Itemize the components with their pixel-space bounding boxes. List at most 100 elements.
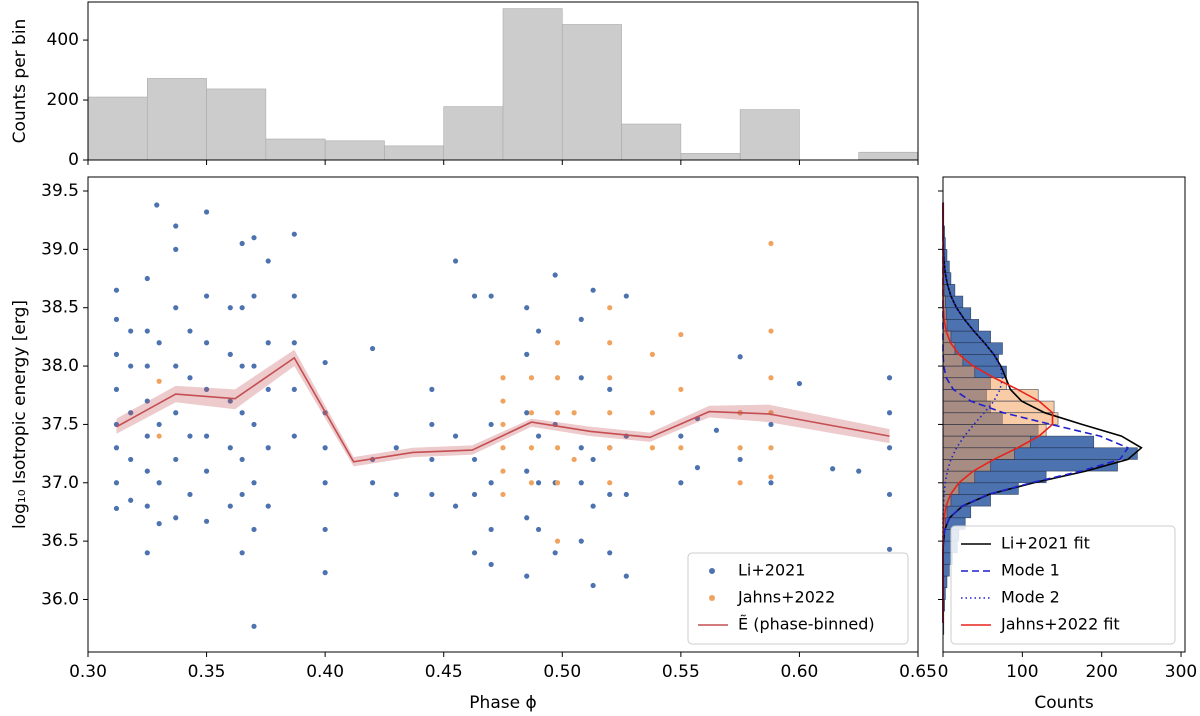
- point: [227, 351, 233, 357]
- point: [128, 328, 134, 334]
- band: [116, 349, 890, 467]
- bar: [942, 412, 1059, 425]
- legend-marker: [709, 568, 715, 574]
- axes-frame: [942, 176, 1186, 653]
- point: [607, 386, 613, 393]
- bar: [324, 140, 385, 161]
- x-tick-label: 0.35: [188, 662, 226, 682]
- point: [590, 582, 596, 589]
- bar: [942, 564, 950, 577]
- point: [113, 480, 120, 486]
- point: [144, 398, 150, 404]
- legend-label: Li+2021: [738, 561, 805, 580]
- point: [144, 468, 150, 474]
- bar: [206, 88, 267, 161]
- point: [113, 287, 120, 293]
- point: [173, 363, 179, 369]
- point: [554, 410, 561, 416]
- bar: [942, 389, 1039, 402]
- point: [524, 410, 530, 416]
- point: [128, 410, 134, 416]
- bar: [87, 96, 148, 161]
- bar: [942, 424, 1047, 437]
- point: [369, 480, 376, 486]
- point: [113, 386, 120, 393]
- point: [227, 445, 233, 451]
- point: [500, 491, 506, 498]
- point: [452, 258, 459, 264]
- y-tick-label: 39.0: [41, 239, 79, 259]
- point: [607, 410, 613, 416]
- bar: [443, 106, 504, 161]
- point: [830, 466, 836, 472]
- point: [251, 526, 257, 533]
- point: [128, 497, 134, 503]
- point: [607, 550, 613, 556]
- y-tick-label: 36.5: [41, 531, 79, 551]
- point: [590, 503, 596, 509]
- point: [291, 231, 297, 237]
- point: [552, 550, 558, 556]
- point: [239, 550, 245, 556]
- point: [113, 505, 120, 512]
- point: [578, 480, 584, 486]
- point: [173, 305, 179, 311]
- point: [203, 386, 210, 393]
- point: [578, 445, 584, 451]
- point: [737, 354, 743, 360]
- point: [322, 570, 328, 576]
- point: [737, 480, 743, 486]
- y-tick-label: 37.5: [41, 414, 79, 434]
- point: [113, 445, 120, 451]
- point: [737, 445, 743, 451]
- point: [429, 456, 435, 463]
- point: [535, 433, 542, 439]
- point: [886, 445, 893, 451]
- point: [239, 456, 245, 463]
- point: [886, 491, 893, 498]
- point: [678, 445, 684, 451]
- bar: [502, 8, 563, 161]
- point: [524, 573, 530, 579]
- point: [452, 503, 459, 509]
- x-tick-label: 0.40: [306, 662, 344, 682]
- point: [535, 526, 542, 533]
- legend-label: Jahns+2022: [737, 588, 835, 607]
- point: [452, 433, 459, 439]
- point: [173, 515, 179, 521]
- bar: [942, 365, 976, 379]
- point: [187, 491, 193, 498]
- point: [173, 456, 179, 463]
- legend-box: [687, 552, 909, 645]
- point: [156, 378, 162, 384]
- point: [156, 433, 162, 439]
- point: [607, 340, 613, 346]
- point: [113, 351, 120, 357]
- point: [265, 445, 271, 451]
- point: [291, 386, 297, 393]
- point: [291, 293, 297, 299]
- point: [607, 305, 613, 311]
- point: [239, 305, 245, 311]
- point: [156, 480, 162, 486]
- bar: [942, 400, 1055, 414]
- point: [144, 275, 150, 282]
- point: [393, 491, 399, 498]
- point: [227, 503, 233, 509]
- point: [187, 433, 193, 439]
- point: [623, 491, 629, 498]
- point: [488, 526, 494, 533]
- point: [554, 375, 561, 381]
- point: [524, 305, 530, 311]
- point: [524, 468, 530, 474]
- point: [471, 491, 478, 498]
- point: [203, 468, 210, 474]
- point: [578, 316, 584, 322]
- point: [251, 235, 257, 241]
- point: [187, 375, 193, 381]
- point: [500, 445, 506, 451]
- point: [471, 293, 478, 299]
- axes-frame: [87, 176, 919, 653]
- point: [524, 515, 530, 521]
- y-tick-label: 37.0: [41, 473, 79, 493]
